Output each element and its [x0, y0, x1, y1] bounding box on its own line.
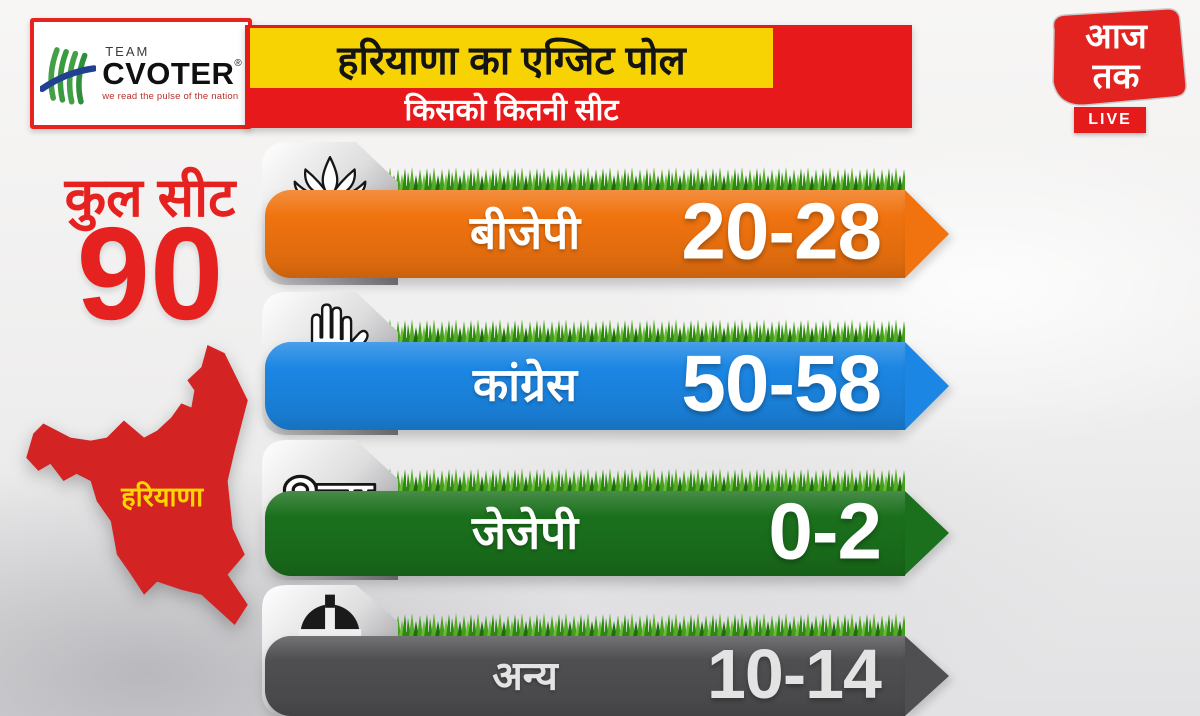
grass-strip [340, 317, 905, 343]
cvoter-name: CVOTER [102, 56, 235, 92]
map-state-label: हरियाणा [120, 481, 204, 512]
party-name: जेजेपी [471, 506, 579, 559]
seat-range: 10-14 [706, 634, 882, 713]
seat-range: 50-58 [681, 338, 882, 428]
seat-bar: जेजेपी 0-2 [265, 491, 905, 576]
cvoter-tagline: we read the pulse of the nation [102, 91, 239, 103]
grass-strip [340, 466, 905, 492]
title-banner: हरियाणा का एग्जिट पोल किसको कितनी सीट [245, 25, 912, 128]
seat-bar: कांग्रेस 50-58 [265, 342, 905, 430]
cvoter-logo-text: TEAM CVOTER ® we read the pulse of the n… [102, 45, 242, 102]
registered-mark: ® [234, 58, 242, 70]
party-name: अन्य [492, 654, 558, 699]
poll-subtitle: किसको कितनी सीट [404, 93, 619, 127]
seat-range: 0-2 [768, 486, 882, 576]
seat-bar: बीजेपी 20-28 [265, 190, 905, 278]
seat-bar: अन्य 10-14 [265, 636, 905, 716]
aajtak-word2: तक [1092, 57, 1141, 96]
title-banner-yellow: हरियाणा का एग्जिट पोल [250, 28, 773, 88]
aajtak-word1: आज [1085, 17, 1149, 56]
aajtak-logo-shape: आज तक [1052, 8, 1187, 106]
cvoter-logo: TEAM CVOTER ® we read the pulse of the n… [30, 18, 252, 129]
total-seats-label: कुल सीट [64, 168, 236, 228]
live-badge: LIVE [1074, 107, 1146, 133]
total-seats-value: 90 [76, 200, 224, 347]
grass-strip [340, 165, 905, 191]
party-name: कांग्रेस [472, 358, 578, 411]
aajtak-logo: आज तक LIVE [1038, 8, 1188, 138]
cvoter-logo-icon [40, 46, 97, 105]
seat-range: 20-28 [681, 186, 882, 276]
haryana-map: हरियाणा [26, 345, 248, 625]
grass-strip [340, 611, 905, 637]
cvoter-team-label: TEAM [105, 44, 150, 60]
party-name: बीजेपी [469, 206, 581, 259]
poll-title: हरियाणा का एग्जिट पोल [337, 38, 686, 83]
